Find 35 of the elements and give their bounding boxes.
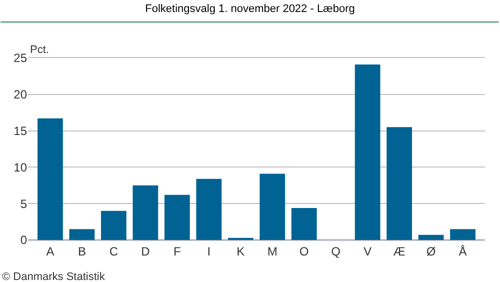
bar bbox=[354, 64, 380, 240]
x-tick-label: D bbox=[141, 244, 150, 258]
bar bbox=[164, 194, 190, 240]
y-tick-label: 15 bbox=[14, 124, 28, 138]
x-tick-label: B bbox=[78, 244, 86, 258]
x-tick-label: F bbox=[173, 244, 181, 258]
bar bbox=[69, 229, 95, 240]
y-tick-label: 10 bbox=[14, 160, 28, 174]
bar bbox=[100, 210, 126, 240]
y-tick-label: 20 bbox=[14, 88, 28, 102]
x-tick-label: M bbox=[267, 244, 278, 258]
bar bbox=[38, 118, 63, 240]
y-tick-label: 5 bbox=[20, 196, 28, 211]
x-tick-label: Q bbox=[331, 244, 341, 258]
y-tick-label: 0 bbox=[20, 233, 28, 248]
bar bbox=[450, 229, 476, 240]
y-axis-title: Pct. bbox=[30, 44, 49, 56]
x-tick-label: Ø bbox=[426, 244, 436, 258]
x-tick-label: I bbox=[207, 244, 211, 258]
x-tick-label: C bbox=[109, 244, 118, 258]
bar bbox=[196, 178, 222, 240]
bar bbox=[291, 208, 317, 240]
x-tick-label: Å bbox=[458, 244, 467, 258]
chart-title: Folketingsvalg 1. november 2022 - Læborg bbox=[145, 2, 355, 15]
x-tick-label: K bbox=[236, 244, 245, 258]
x-tick-label: Æ bbox=[393, 244, 406, 258]
x-tick-label: O bbox=[299, 244, 309, 258]
bar bbox=[386, 127, 412, 240]
text: © Danmarks Statistik bbox=[2, 271, 106, 282]
bar bbox=[132, 185, 158, 240]
x-tick-label: V bbox=[364, 244, 372, 258]
bar bbox=[418, 234, 444, 240]
bar bbox=[260, 174, 286, 240]
y-tick-label: 25 bbox=[14, 51, 28, 66]
x-tick-label: A bbox=[46, 244, 54, 258]
